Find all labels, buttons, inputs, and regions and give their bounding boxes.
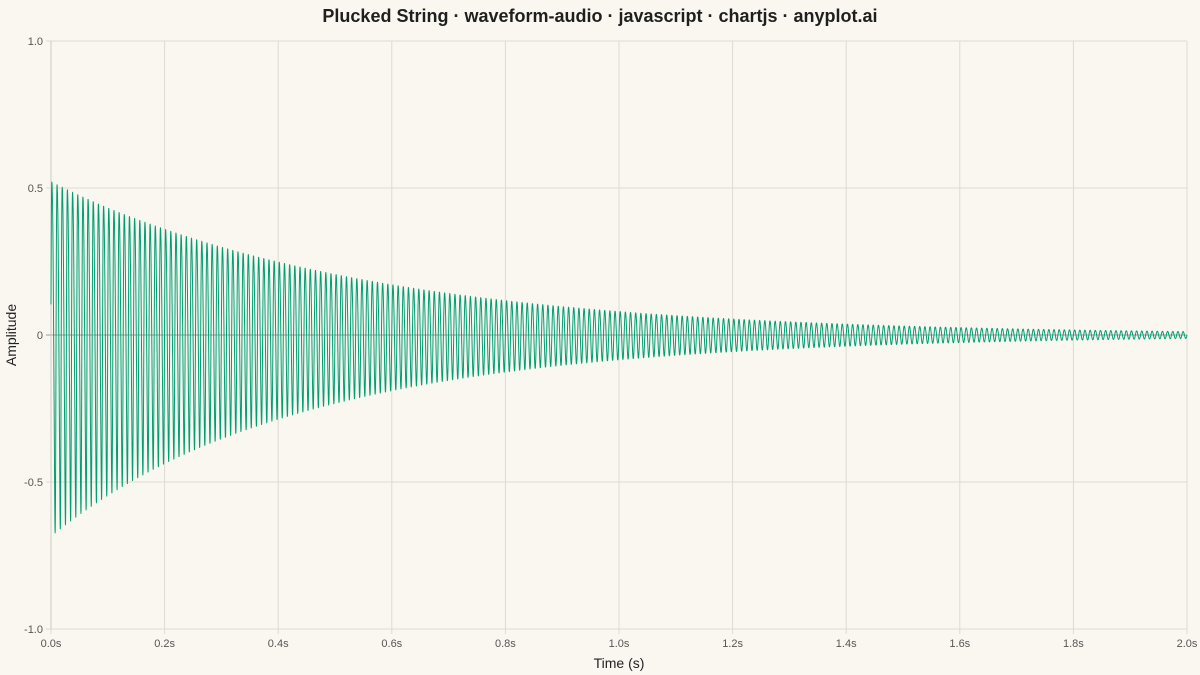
x-axis-label: Time (s) [594, 655, 645, 671]
chart-title: Plucked String · waveform-audio · javasc… [322, 6, 878, 26]
tick-labels: 0.0s 0.2s 0.4s 0.6s 0.8s 1.0s 1.2s 1.4s 1.6s 1.8s… [24, 36, 1198, 650]
x-tick-label: 0.8s [495, 638, 516, 650]
y-tick-label: 0.5 [28, 183, 43, 195]
x-tick-label: 1.6s [949, 638, 970, 650]
x-tick-label: 1.8s [1063, 638, 1084, 650]
x-tick-label: 0.0s [41, 638, 62, 650]
y-tick-label: -0.5 [24, 477, 43, 489]
x-tick-label: 1.2s [722, 638, 743, 650]
x-tick-label: 0.6s [381, 638, 402, 650]
x-tick-label: 0.2s [154, 638, 175, 650]
y-tick-label: 1.0 [28, 36, 43, 48]
y-tick-label: 0 [37, 330, 43, 342]
y-axis-label: Amplitude [3, 304, 19, 366]
waveform-line [50, 181, 1188, 534]
x-tick-label: 1.4s [836, 638, 857, 650]
x-tick-label: 1.0s [609, 638, 630, 650]
waveform-series [50, 181, 1188, 534]
x-tick-label: 0.4s [268, 638, 289, 650]
x-tick-label: 2.0s [1177, 638, 1198, 650]
y-tick-label: -1.0 [24, 624, 43, 636]
